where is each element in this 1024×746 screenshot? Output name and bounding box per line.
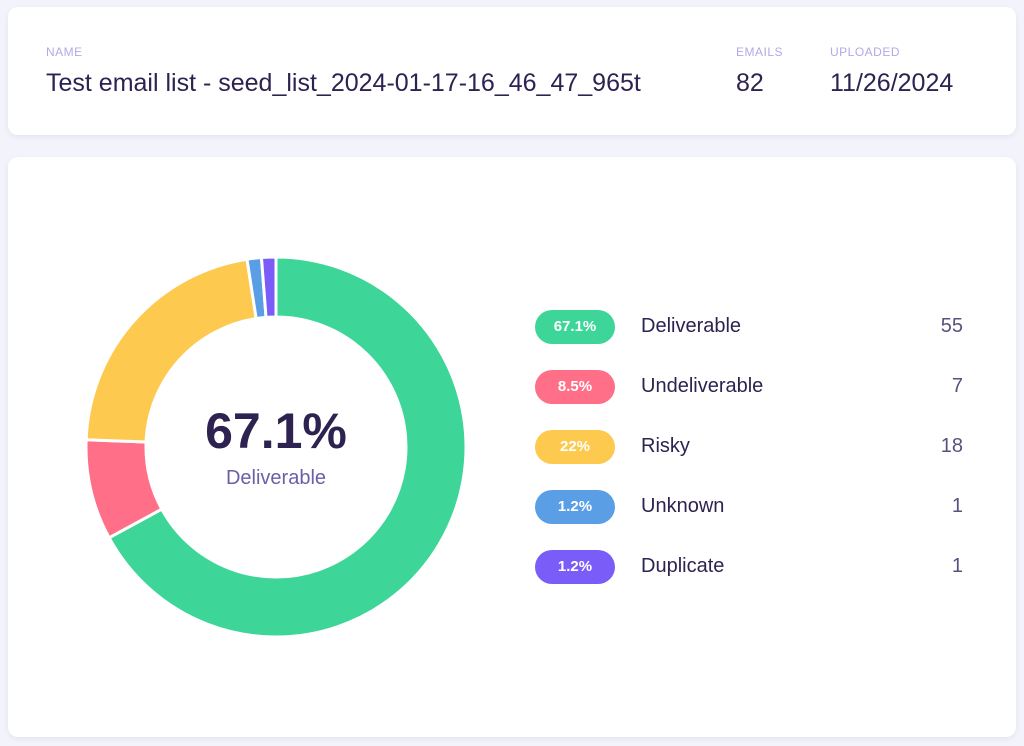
- percent-badge: 1.2%: [535, 490, 615, 524]
- donut-chart: [84, 255, 468, 639]
- legend-item: 22% Risky 18: [535, 430, 963, 464]
- percent-badge: 1.2%: [535, 550, 615, 584]
- emails-label: EMAILS: [736, 45, 784, 59]
- legend-item: 8.5% Undeliverable 7: [535, 370, 963, 404]
- legend-count: 55: [940, 315, 963, 337]
- uploaded-date: 11/26/2024: [830, 69, 954, 97]
- center-percentage: 67.1%: [205, 403, 347, 459]
- legend-count: 1: [951, 555, 963, 577]
- legend-label: Duplicate: [641, 555, 725, 577]
- legend-count: 7: [951, 375, 963, 397]
- legend-item: 1.2% Duplicate 1: [535, 550, 963, 584]
- donut-segment-duplicate: [259, 255, 278, 319]
- uploaded-label: UPLOADED: [830, 45, 901, 59]
- results-card: 67.1% Deliverable 67.1% Deliverable 55 8.…: [8, 157, 1016, 737]
- emails-count: 82: [736, 69, 764, 97]
- percent-badge: 8.5%: [535, 370, 615, 404]
- name-label: NAME: [46, 45, 83, 59]
- legend-item: 67.1% Deliverable 55: [535, 310, 963, 344]
- legend-label: Unknown: [641, 495, 725, 517]
- donut-segment-deliverable: [107, 255, 468, 639]
- percent-badge: 67.1%: [535, 310, 615, 344]
- center-label: Deliverable: [225, 467, 327, 489]
- legend-count: 1: [951, 495, 963, 517]
- percent-badge: 22%: [535, 430, 615, 464]
- list-info-card: NAME Test email list - seed_list_2024-01…: [8, 7, 1016, 135]
- legend-label: Deliverable: [641, 315, 742, 337]
- legend-count: 18: [940, 435, 963, 457]
- legend-label: Undeliverable: [641, 375, 764, 397]
- list-name: Test email list - seed_list_2024-01-17-1…: [46, 69, 641, 97]
- legend-label: Risky: [641, 435, 690, 457]
- legend-item: 1.2% Unknown 1: [535, 490, 963, 524]
